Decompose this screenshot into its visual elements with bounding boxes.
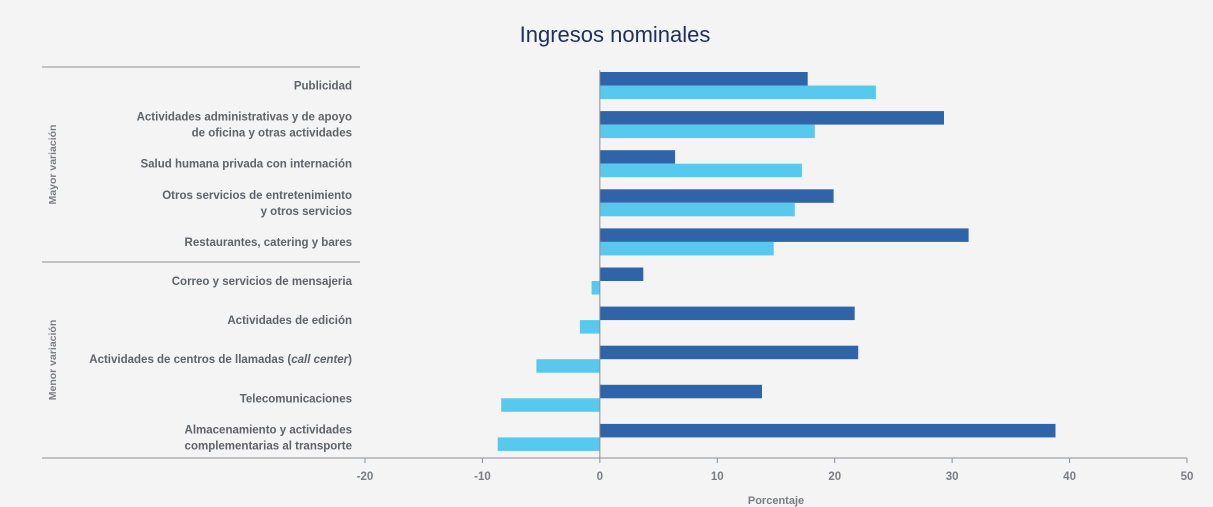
category-label: Actividades de edición [227,315,352,327]
x-axis-title: Porcentaje [748,495,804,507]
bar-series1-cat8 [599,345,859,360]
axes-layer: -20 -10 0 10 20 30 40 50 [42,66,1194,483]
x-tick-label: 30 [946,471,959,483]
x-tick-label: -10 [474,471,491,483]
bar-series1-cat7 [599,306,855,321]
category-labels-layer: Mayor variación Menor variación Publicidad… [47,81,353,453]
bar-series2-cat5 [599,241,774,256]
bar-series2-cat6 [591,281,600,295]
category-label: Publicidad [294,81,352,93]
bar-series1-cat9 [599,384,762,399]
category-label: Telecomunicaciones [240,393,352,405]
bar-series2-cat4 [599,202,795,217]
x-tick-label: 20 [828,471,841,483]
category-label: Actividades administrativas y de apoyo de… [137,112,352,140]
bar-series2-cat3 [599,163,802,178]
category-label: Salud humana privada con internación [140,159,352,171]
group-label: Menor variación [47,320,59,401]
category-label: Actividades de centros de llamadas (call… [89,354,352,366]
chart-title: Ingresos nominales [520,22,711,47]
category-label: Restaurantes, catering y bares [185,237,352,249]
bar-series1-cat10 [599,423,1056,438]
x-tick-label: 10 [711,471,724,483]
group-label: Mayor variación [47,125,59,205]
bar-series2-cat10 [497,437,600,451]
bars-layer [497,72,1056,451]
bar-series2-cat7 [579,320,600,334]
bar-series2-cat8 [536,359,600,373]
x-tick-label: 40 [1063,471,1076,483]
x-tick-label: 0 [597,471,603,483]
x-tick-label: 50 [1181,471,1194,483]
bar-series1-cat4 [599,189,834,203]
x-tick-label: -20 [357,471,374,483]
category-label: Correo y servicios de mensajeria [172,276,353,288]
bar-series2-cat9 [501,398,600,412]
bar-series1-cat2 [599,111,944,125]
category-label: Almacenamiento y actividades complementar… [185,424,352,452]
bar-series1-cat5 [599,228,969,242]
bar-series2-cat1 [599,85,876,99]
category-label: Otros servicios de entretenimiento y otro… [162,190,352,218]
bar-series1-cat3 [599,150,676,164]
bar-series2-cat2 [599,124,815,139]
bar-series1-cat1 [599,72,808,86]
bar-series1-cat6 [599,267,644,281]
